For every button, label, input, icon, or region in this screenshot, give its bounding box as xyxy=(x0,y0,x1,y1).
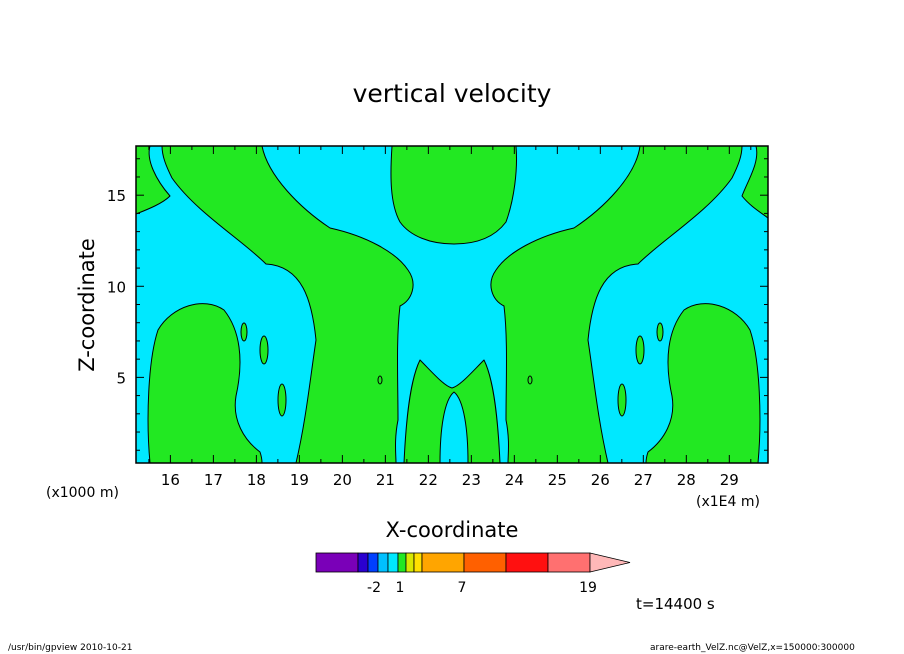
colorbar-segment xyxy=(505,552,549,573)
x-tick-label: 26 xyxy=(591,471,610,489)
time-label: t=14400 s xyxy=(636,595,715,613)
x-tick-label: 23 xyxy=(462,471,481,489)
x-tick-label: 27 xyxy=(634,471,653,489)
contour-region-lower-right xyxy=(645,303,761,464)
colorbar-extension xyxy=(589,552,631,573)
colorbar-tick-label: -2 xyxy=(367,580,381,596)
colorbar-segment xyxy=(547,552,591,573)
footer-program: /usr/bin/gpview 2010-10-21 xyxy=(8,643,132,653)
contour-cell-5 xyxy=(277,383,287,417)
x-tick-label: 28 xyxy=(677,471,696,489)
x-axis-label: X-coordinate xyxy=(386,518,519,542)
plot-area xyxy=(135,145,769,464)
y-axis-label: Z-coordinate xyxy=(75,238,99,372)
contour-cell-3 xyxy=(635,335,645,365)
colorbar-labels: -2 1 7 19 xyxy=(367,580,597,596)
contour-region-lower-left xyxy=(147,303,263,464)
colorbar-tick-label: 1 xyxy=(396,580,405,596)
contour-cell-7 xyxy=(377,375,383,385)
colorbar-segment xyxy=(315,552,359,573)
x-tick-label: 18 xyxy=(247,471,266,489)
colorbar-segment xyxy=(405,552,415,573)
chart-title: vertical velocity xyxy=(353,79,552,108)
y-tick-label: 10 xyxy=(107,278,126,296)
contour-cell-2 xyxy=(240,322,248,342)
colorbar-tick-label: 19 xyxy=(579,580,597,596)
colorbar-segment xyxy=(367,552,379,573)
contour-cell-8 xyxy=(527,375,533,385)
y-tick-labels: 5 10 15 xyxy=(107,187,126,387)
x-tick-label: 19 xyxy=(290,471,309,489)
x-tick-label: 17 xyxy=(204,471,223,489)
colorbar-tick-label: 7 xyxy=(458,580,467,596)
y-tick-label: 15 xyxy=(107,187,126,205)
colorbar-segment xyxy=(377,552,389,573)
x-tick-label: 22 xyxy=(419,471,438,489)
colorbar-segment xyxy=(463,552,507,573)
contour-region-upper-left xyxy=(161,145,414,464)
x-tick-labels: 16 17 18 19 20 21 22 23 24 25 26 27 28 29 xyxy=(161,471,739,489)
positive-velocity-regions xyxy=(135,145,769,464)
contour-cell-6 xyxy=(617,383,627,417)
x-unit-note: (x1E4 m) xyxy=(696,494,760,510)
colorbar-segment xyxy=(413,552,423,573)
contour-region-top-center xyxy=(390,145,517,245)
x-tick-label: 25 xyxy=(548,471,567,489)
colorbar-segment xyxy=(421,552,465,573)
contour-region-upper-right xyxy=(490,145,743,464)
y-unit-note: (x1000 m) xyxy=(46,485,119,501)
colorbar xyxy=(315,552,631,573)
colorbar-segment xyxy=(357,552,369,573)
x-tick-label: 16 xyxy=(161,471,180,489)
contour-cell-1 xyxy=(259,335,269,365)
x-tick-label: 20 xyxy=(333,471,352,489)
colorbar-segment xyxy=(397,552,407,573)
contour-region-left-edge xyxy=(135,145,171,215)
contour-cell-4 xyxy=(656,322,664,342)
colorbar-segment xyxy=(387,552,399,573)
footer-source: arare-earth_VelZ.nc@VelZ,x=150000:300000 xyxy=(650,643,855,653)
x-tick-label: 24 xyxy=(505,471,524,489)
contour-region-right-edge xyxy=(741,145,769,219)
axis-ticks xyxy=(136,146,768,463)
y-tick-label: 5 xyxy=(116,369,126,387)
x-tick-label: 21 xyxy=(376,471,395,489)
contour-region-center-core xyxy=(439,391,469,464)
x-tick-label: 29 xyxy=(720,471,739,489)
